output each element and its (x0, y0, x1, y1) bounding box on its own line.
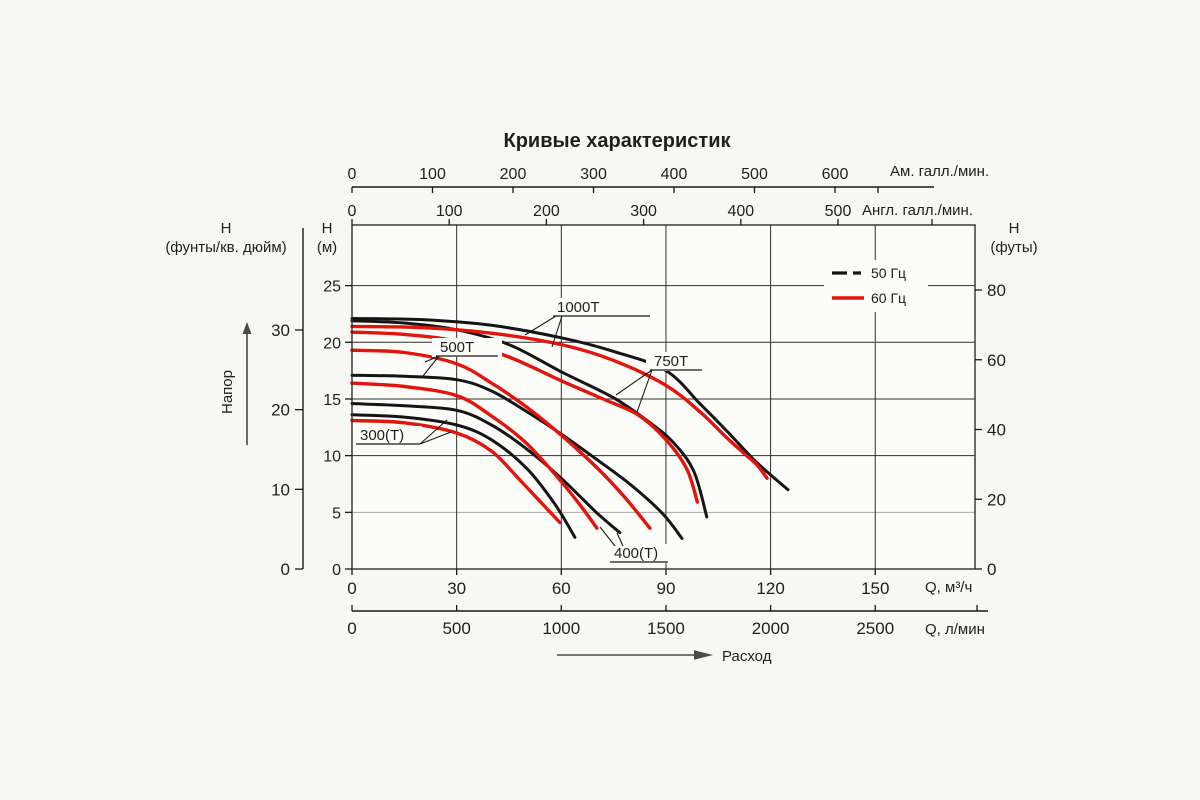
curve-label-400t: 400(Т) (614, 545, 658, 562)
lmin-tick-label: 500 (442, 619, 470, 638)
curve-500Т-60hz (350, 348, 652, 530)
imp-gpm-tick-label: 0 (348, 203, 357, 220)
meters-tick-label: 5 (332, 505, 341, 522)
legend-label-50hz: 50 Гц (871, 265, 906, 281)
curve-label-leader-line (615, 369, 653, 396)
meters-tick-label: 20 (323, 335, 341, 352)
meters-tick-label: 15 (323, 392, 341, 409)
imp-gpm-axis-label: Англ. галл./мин. (862, 202, 973, 219)
us-gpm-tick-label: 600 (822, 166, 849, 183)
head-axis-arrow: Напор (219, 322, 252, 445)
curve-750Т-60hz (350, 330, 700, 504)
curve-label-leader-line (524, 315, 557, 336)
curve-1000Т-60hz (350, 324, 769, 480)
m3h-axis-label: Q, м³/ч (925, 579, 972, 596)
m3h-tick-label: 0 (347, 579, 356, 598)
us-gpm-tick-label: 300 (580, 166, 607, 183)
curve-400Т-50hz (350, 402, 622, 535)
curve-label-leader-line (636, 369, 653, 413)
curve-label-background (646, 352, 708, 371)
curve-300Т-50hz (350, 413, 577, 539)
feet-tick-label: 20 (987, 490, 1006, 509)
lmin-tick-label: 2000 (752, 619, 790, 638)
meters-tick-label: 10 (323, 449, 341, 466)
curve-label-300t: 300(Т) (360, 427, 404, 444)
lmin-tick-label: 2500 (856, 619, 894, 638)
curve-label-leader-line (599, 526, 616, 547)
psi-axis-unit: (фунты/кв. дюйм) (165, 239, 286, 256)
feet-tick-label: 40 (987, 421, 1006, 440)
curve-label-1000t: 1000Т (557, 299, 600, 316)
curve-750Т-50hz (350, 319, 709, 519)
legend-background (824, 260, 928, 312)
flow-arrow-label: Расход (722, 648, 772, 665)
curve-label-leader-line (419, 431, 452, 445)
psi-tick-label: 0 (281, 560, 290, 579)
feet-tick-label: 0 (987, 560, 996, 579)
curve-label-750t: 750Т (654, 353, 688, 370)
psi-tick-label: 20 (271, 401, 290, 420)
curve-label-leader-line (419, 419, 448, 445)
feet-tick-label: 80 (987, 281, 1006, 300)
curve-label-background (432, 338, 502, 357)
imp-gpm-tick-label: 400 (727, 203, 754, 220)
us-gpm-tick-label: 500 (741, 166, 768, 183)
imp-gpm-tick-label: 200 (533, 203, 560, 220)
us-gpm-tick-label: 0 (348, 166, 357, 183)
us-gpm-tick-label: 400 (661, 166, 688, 183)
flow-axis-arrow: Расход (557, 648, 772, 665)
head-arrow-label: Напор (219, 370, 236, 414)
psi-axis-title: Н (221, 220, 232, 237)
us-gpm-tick-label: 200 (500, 166, 527, 183)
m3h-tick-label: 60 (552, 579, 571, 598)
us-gpm-axis-label: Ам. галл./мин. (890, 163, 989, 180)
imp-gpm-tick-label: 300 (630, 203, 657, 220)
us-gpm-tick-label: 100 (419, 166, 446, 183)
meters-tick-label: 0 (332, 562, 341, 579)
psi-tick-label: 30 (271, 321, 290, 340)
feet-axis-unit: (футы) (990, 239, 1037, 256)
legend-label-60hz: 60 Гц (871, 290, 906, 306)
meters-tick-label: 25 (323, 279, 341, 296)
m3h-tick-label: 150 (861, 579, 889, 598)
curve-label-leader-line (551, 315, 563, 348)
lmin-tick-label: 1500 (647, 619, 685, 638)
curve-label-leader-line (616, 532, 624, 547)
imp-gpm-tick-label: 500 (825, 203, 852, 220)
curve-label-background (548, 298, 654, 317)
lmin-tick-label: 1000 (542, 619, 580, 638)
curve-300Т-60hz (350, 418, 562, 525)
plot-border (351, 224, 976, 570)
curve-400Т-60hz (350, 381, 599, 530)
lmin-axis-label: Q, л/мин (925, 621, 985, 638)
m3h-tick-label: 30 (447, 579, 466, 598)
curve-label-500t: 500Т (440, 339, 474, 356)
feet-axis-title: Н (1009, 220, 1020, 237)
psi-tick-label: 10 (271, 480, 290, 499)
curve-label-leader-line (424, 355, 440, 363)
feet-tick-label: 60 (987, 351, 1006, 370)
curve-label-leader-line (422, 355, 440, 377)
m3h-tick-label: 90 (656, 579, 675, 598)
meters-axis-title: Н (322, 220, 333, 237)
chart-title: Кривые характеристик (503, 130, 731, 152)
meters-axis-unit: (м) (317, 239, 337, 256)
curve-label-background (356, 426, 422, 445)
lmin-tick-label: 0 (347, 619, 356, 638)
curve-label-background (606, 544, 672, 563)
imp-gpm-tick-label: 100 (436, 203, 463, 220)
chart-legend: 50 Гц 60 Гц (824, 260, 928, 312)
m3h-tick-label: 120 (756, 579, 784, 598)
